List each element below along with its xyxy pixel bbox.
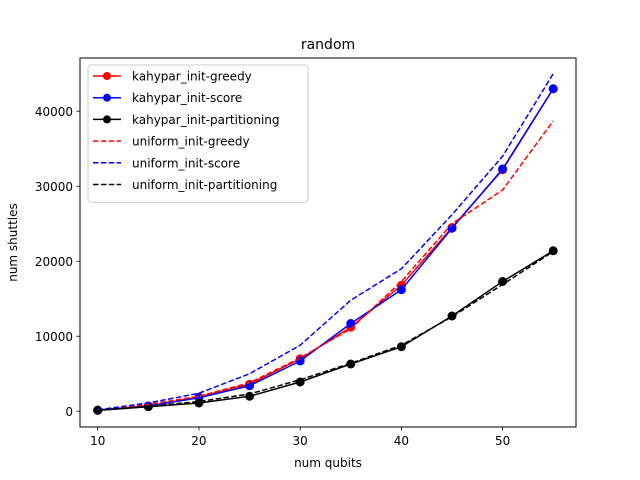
y-axis-label: num shuttles (6, 203, 20, 282)
data-point (548, 246, 558, 256)
data-point (194, 398, 204, 408)
series-uniform-init-greedy (97, 120, 554, 411)
series-line-kahypar-init-score (97, 88, 554, 411)
legend-marker (103, 72, 111, 80)
legend-marker (103, 93, 111, 102)
series-line-kahypar-init-partitioning (97, 250, 554, 412)
x-axis-ticks: 10 20 30 40 50 (90, 427, 510, 448)
x-axis-label: num qubits (294, 456, 362, 470)
data-point (396, 342, 406, 352)
legend-item: kahypar_init-partitioning (93, 113, 280, 127)
legend-marker (103, 115, 111, 124)
x-tick-label: 30 (293, 434, 308, 448)
series-line-uniform-init-greedy (97, 120, 554, 411)
legend-label: uniform_init-greedy (132, 135, 250, 149)
series-uniform-init-partitioning (97, 250, 554, 412)
legend-item: kahypar_init-greedy (93, 70, 252, 84)
legend-label: kahypar_init-partitioning (132, 113, 280, 127)
legend-label: uniform_init-score (132, 156, 240, 170)
legend-item: uniform_init-partitioning (93, 178, 277, 192)
legend-item: uniform_init-score (93, 156, 240, 170)
y-tick-label: 10000 (35, 330, 73, 344)
data-point (396, 285, 406, 295)
legend: kahypar_init-greedy kahypar_init-scorekah… (87, 64, 309, 203)
legend-label: kahypar_init-score (132, 91, 242, 105)
series-kahypar-init-partitioning (93, 246, 558, 415)
legend-label: uniform_init-partitioning (132, 178, 277, 192)
x-tick-label: 20 (191, 434, 206, 448)
legend-box (87, 64, 309, 203)
data-point (548, 84, 558, 94)
y-axis-ticks: 0 10000 20000 30000 40000 (35, 105, 80, 419)
plot-content (93, 73, 558, 415)
series-line-uniform-init-partitioning (97, 250, 554, 412)
series-line-uniform-init-score (97, 73, 554, 411)
data-point (447, 223, 457, 233)
legend-item: kahypar_init-score (93, 91, 242, 105)
axes-frame (79, 57, 577, 428)
y-tick-label: 0 (65, 405, 73, 419)
legend-item: uniform_init-greedy (93, 135, 250, 149)
y-tick-label: 20000 (35, 255, 73, 269)
data-point (295, 377, 305, 387)
series-uniform-init-score (97, 73, 554, 411)
x-tick-label: 10 (90, 434, 105, 448)
y-tick-label: 30000 (35, 180, 73, 194)
legend-label: kahypar_init-greedy (132, 70, 252, 84)
chart-title: random (301, 37, 355, 53)
x-tick-label: 40 (394, 434, 409, 448)
data-point (346, 319, 356, 328)
y-tick-label: 40000 (35, 105, 73, 119)
data-point (498, 164, 508, 174)
x-tick-label: 50 (495, 434, 510, 448)
